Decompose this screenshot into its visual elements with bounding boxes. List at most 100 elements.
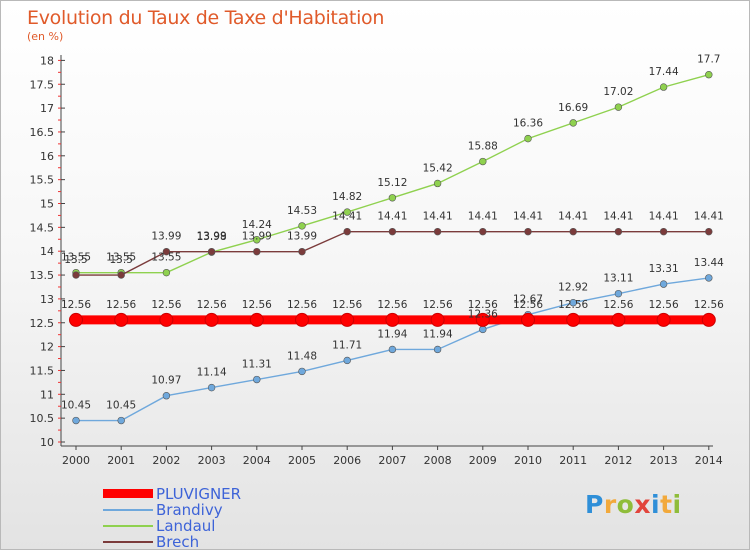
y-tick-label: 12 xyxy=(40,341,54,354)
data-label-brandivy: 13.31 xyxy=(649,263,679,275)
data-point-landaul xyxy=(298,222,306,230)
data-point-brech xyxy=(298,247,306,256)
data-label-pluvigner: 12.56 xyxy=(513,299,543,311)
data-label-brandivy: 10.45 xyxy=(106,400,136,412)
data-point-pluvigner xyxy=(656,312,671,327)
x-tick-label: 2009 xyxy=(469,454,497,467)
y-tick-label: 17 xyxy=(40,102,54,115)
data-point-brandivy xyxy=(569,299,577,307)
data-point-pluvigner xyxy=(69,312,83,327)
data-label-pluvigner: 12.56 xyxy=(558,299,588,311)
x-tick-label: 2002 xyxy=(152,454,180,467)
x-tick-label: 2003 xyxy=(198,454,226,467)
y-tick-label: 16.5 xyxy=(30,126,55,139)
data-label-brandivy: 11.14 xyxy=(197,367,227,379)
data-label-brandivy: 11.31 xyxy=(242,359,272,371)
data-point-brandivy xyxy=(659,280,668,288)
data-label-brech: 13.5 xyxy=(110,254,133,266)
data-point-landaul xyxy=(162,268,171,277)
data-label-landaul: 16.69 xyxy=(558,102,588,114)
legend-swatch-landaul xyxy=(103,525,153,527)
data-point-brech xyxy=(253,247,261,256)
data-label-landaul: 17.02 xyxy=(603,86,633,98)
data-point-landaul xyxy=(659,83,668,91)
data-point-pluvigner xyxy=(566,312,581,327)
data-point-brech xyxy=(117,271,125,279)
logo-letter: x xyxy=(634,490,651,519)
data-point-brandivy xyxy=(343,356,351,365)
data-label-landaul: 15.42 xyxy=(423,162,453,174)
data-point-brech xyxy=(433,227,442,236)
data-label-landaul: 16.36 xyxy=(513,118,543,130)
data-label-brech: 14.41 xyxy=(377,211,407,223)
data-point-pluvigner xyxy=(611,312,626,327)
data-point-landaul xyxy=(253,236,261,244)
logo-letter: r xyxy=(603,490,617,519)
y-tick-label: 18 xyxy=(40,54,54,67)
x-tick-label: 2004 xyxy=(243,454,271,467)
logo-letter: t xyxy=(660,490,673,519)
data-point-brech xyxy=(705,227,713,236)
data-point-brech xyxy=(524,227,532,236)
x-tick-label: 2001 xyxy=(107,454,135,467)
data-label-landaul: 14.82 xyxy=(332,191,362,203)
data-label-pluvigner: 12.56 xyxy=(197,299,227,311)
data-point-pluvigner xyxy=(521,312,535,327)
data-point-brech xyxy=(162,247,171,256)
legend-swatch-brandivy xyxy=(103,509,153,511)
y-tick-label: 16 xyxy=(40,150,54,163)
data-label-landaul: 13.55 xyxy=(106,252,136,264)
data-point-brech xyxy=(659,227,668,236)
data-label-brech: 14.41 xyxy=(468,211,498,223)
data-label-landaul: 13.55 xyxy=(151,252,181,264)
data-point-brandivy xyxy=(479,325,487,334)
data-label-brandivy: 13.11 xyxy=(603,273,633,285)
data-label-brandivy: 10.97 xyxy=(151,375,181,387)
data-label-pluvigner: 12.56 xyxy=(151,299,181,311)
y-tick-label: 10.5 xyxy=(30,412,55,425)
data-point-pluvigner xyxy=(430,312,445,327)
data-label-landaul: 13.98 xyxy=(197,231,227,243)
data-label-landaul: 17.44 xyxy=(649,66,679,78)
data-label-brech: 14.41 xyxy=(423,211,453,223)
y-tick-label: 15 xyxy=(40,198,54,211)
data-label-pluvigner: 12.56 xyxy=(332,299,362,311)
logo-letter: P xyxy=(585,490,604,519)
data-label-brech: 13.99 xyxy=(151,231,181,243)
data-label-brandivy: 10.45 xyxy=(61,400,91,412)
data-label-brech: 14.41 xyxy=(332,211,362,223)
data-label-pluvigner: 12.56 xyxy=(377,299,407,311)
data-point-pluvigner xyxy=(159,312,174,327)
x-tick-label: 2007 xyxy=(378,454,406,467)
data-label-pluvigner: 12.56 xyxy=(242,299,272,311)
data-point-landaul xyxy=(388,194,397,202)
x-tick-label: 2014 xyxy=(695,454,723,467)
data-point-brandivy xyxy=(207,383,216,392)
data-label-landaul: 15.88 xyxy=(468,141,498,153)
data-label-brandivy: 11.94 xyxy=(377,328,407,340)
data-label-pluvigner: 12.56 xyxy=(649,299,679,311)
data-point-pluvigner xyxy=(295,312,309,327)
y-tick-label: 11 xyxy=(40,388,54,401)
x-tick-label: 2000 xyxy=(62,454,90,467)
data-point-landaul xyxy=(524,134,532,143)
legend-label-brech: Brech xyxy=(156,533,200,551)
logo-letter: i xyxy=(672,490,682,519)
chart-title: Evolution du Taux de Taxe d'Habitation xyxy=(27,7,385,29)
data-point-brandivy xyxy=(388,345,397,354)
data-point-pluvigner xyxy=(475,312,490,327)
data-point-brandivy xyxy=(162,392,171,400)
data-label-pluvigner: 12.56 xyxy=(423,299,453,311)
legend-label-brandivy: Brandivy xyxy=(156,501,223,519)
data-label-pluvigner: 12.56 xyxy=(468,299,498,311)
series-line-landaul xyxy=(76,74,709,274)
data-point-pluvigner xyxy=(114,312,129,327)
data-label-pluvigner: 12.56 xyxy=(603,299,633,311)
logo-letter: o xyxy=(616,490,635,519)
data-label-brandivy: 13.44 xyxy=(694,257,724,269)
legend-label-pluvigner: PLUVIGNER xyxy=(156,485,242,503)
data-point-brandivy xyxy=(614,289,623,298)
data-point-landaul xyxy=(614,103,623,111)
data-point-pluvigner xyxy=(249,312,264,327)
